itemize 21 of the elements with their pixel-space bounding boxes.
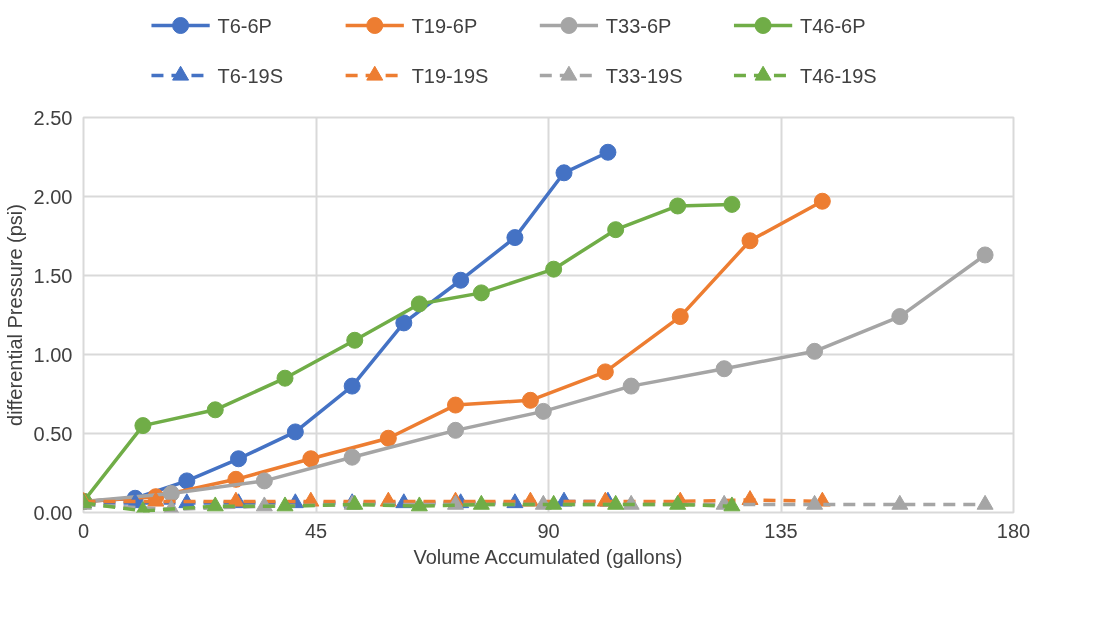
y-axis-title: differential Pressure (psi) <box>3 204 26 426</box>
y-tick-label: 2.50 <box>33 106 73 129</box>
x-axis-title: Volume Accumulated (gallons) <box>413 545 683 568</box>
x-tick-label: 0 <box>77 519 90 542</box>
legend-label: T19-19S <box>411 64 489 87</box>
y-tick-label: 1.50 <box>33 264 73 287</box>
x-tick-label: 90 <box>537 519 560 542</box>
legend-label: T6-6P <box>217 14 272 37</box>
y-tick-label: 1.00 <box>33 343 73 366</box>
y-tick-label: 0.00 <box>33 501 73 524</box>
y-tick-label: 2.00 <box>33 185 73 208</box>
legend-label: T46-19S <box>799 64 877 87</box>
legend-label: T33-6P <box>605 14 672 37</box>
legend-label: T6-19S <box>217 64 284 87</box>
legend-label: T33-19S <box>605 64 683 87</box>
x-tick-label: 135 <box>764 519 798 542</box>
legend-label: T46-6P <box>799 14 866 37</box>
x-tick-label: 180 <box>996 519 1031 542</box>
y-tick-label: 0.50 <box>33 422 73 445</box>
x-tick-label: 45 <box>304 519 328 542</box>
legend-label: T19-6P <box>411 14 478 37</box>
